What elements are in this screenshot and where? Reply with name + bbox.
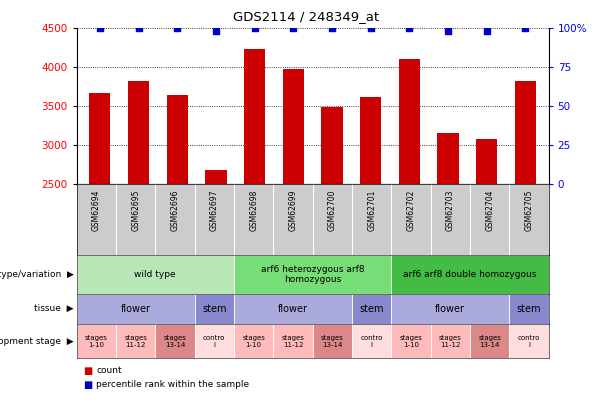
Bar [430, 324, 470, 358]
Bar [352, 324, 391, 358]
Text: stages
13-14: stages 13-14 [478, 335, 501, 348]
Text: GSM62705: GSM62705 [525, 190, 533, 231]
Bar [352, 294, 391, 324]
Text: GDS2114 / 248349_at: GDS2114 / 248349_at [234, 10, 379, 23]
Text: stem: stem [517, 304, 541, 314]
Bar [77, 324, 116, 358]
Text: development stage  ▶: development stage ▶ [0, 337, 74, 346]
Text: wild type: wild type [134, 270, 176, 279]
Bar [195, 324, 234, 358]
Point [366, 25, 376, 32]
Bar [128, 81, 149, 184]
Bar [283, 69, 304, 184]
Bar [509, 324, 549, 358]
Point [520, 25, 530, 32]
Bar [77, 294, 195, 324]
Bar [313, 324, 352, 358]
Text: GSM62698: GSM62698 [249, 190, 258, 231]
Text: GSM62700: GSM62700 [328, 190, 337, 231]
Text: stages
11-12: stages 11-12 [439, 335, 462, 348]
Text: GSM62696: GSM62696 [170, 190, 180, 231]
Bar [89, 93, 110, 184]
Bar [273, 324, 313, 358]
Bar [360, 97, 381, 184]
Text: stages
11-12: stages 11-12 [281, 335, 305, 348]
Bar [167, 95, 188, 184]
Bar [391, 255, 549, 294]
Text: stem: stem [202, 304, 227, 314]
Bar [234, 255, 391, 294]
Text: stages
13-14: stages 13-14 [164, 335, 186, 348]
Text: ■: ■ [83, 380, 92, 390]
Text: flower: flower [435, 304, 465, 314]
Text: tissue  ▶: tissue ▶ [34, 304, 74, 313]
Bar [470, 324, 509, 358]
Bar [244, 49, 265, 184]
Bar [391, 324, 430, 358]
Bar [438, 133, 459, 184]
Bar [77, 255, 234, 294]
Bar [116, 324, 155, 358]
Bar [509, 294, 549, 324]
Text: stem: stem [359, 304, 384, 314]
Bar [155, 324, 195, 358]
Text: stages
1-10: stages 1-10 [85, 335, 108, 348]
Bar [234, 294, 352, 324]
Bar [515, 81, 536, 184]
Text: ■: ■ [83, 366, 92, 375]
Point [211, 28, 221, 35]
Text: stages
1-10: stages 1-10 [400, 335, 422, 348]
Text: GSM62703: GSM62703 [446, 190, 455, 231]
Bar [195, 294, 234, 324]
Text: stages
13-14: stages 13-14 [321, 335, 344, 348]
Point [327, 25, 337, 32]
Point [443, 28, 453, 35]
Text: contro
l: contro l [518, 335, 540, 348]
Point [482, 28, 492, 35]
Text: count: count [96, 366, 122, 375]
Point [95, 25, 105, 32]
Point [405, 25, 414, 32]
Text: contro
l: contro l [203, 335, 226, 348]
Text: contro
l: contro l [360, 335, 383, 348]
Text: stages
11-12: stages 11-12 [124, 335, 147, 348]
Point [288, 25, 298, 32]
Text: percentile rank within the sample: percentile rank within the sample [96, 380, 249, 389]
Text: stages
1-10: stages 1-10 [242, 335, 265, 348]
Text: GSM62702: GSM62702 [406, 190, 416, 231]
Text: GSM62697: GSM62697 [210, 190, 219, 231]
Point [249, 25, 259, 32]
Bar [321, 107, 343, 184]
Text: genotype/variation  ▶: genotype/variation ▶ [0, 270, 74, 279]
Point [134, 25, 143, 32]
Text: GSM62701: GSM62701 [367, 190, 376, 231]
Text: GSM62699: GSM62699 [289, 190, 297, 231]
Bar [234, 324, 273, 358]
Text: arf6 heterozygous arf8
homozygous: arf6 heterozygous arf8 homozygous [261, 265, 365, 284]
Text: GSM62694: GSM62694 [92, 190, 101, 231]
Bar [391, 294, 509, 324]
Bar [476, 139, 497, 184]
Text: GSM62695: GSM62695 [131, 190, 140, 231]
Point [172, 25, 182, 32]
Text: GSM62704: GSM62704 [485, 190, 494, 231]
Text: flower: flower [121, 304, 151, 314]
Text: arf6 arf8 double homozygous: arf6 arf8 double homozygous [403, 270, 536, 279]
Text: flower: flower [278, 304, 308, 314]
Bar [398, 59, 420, 184]
Bar [205, 170, 227, 184]
